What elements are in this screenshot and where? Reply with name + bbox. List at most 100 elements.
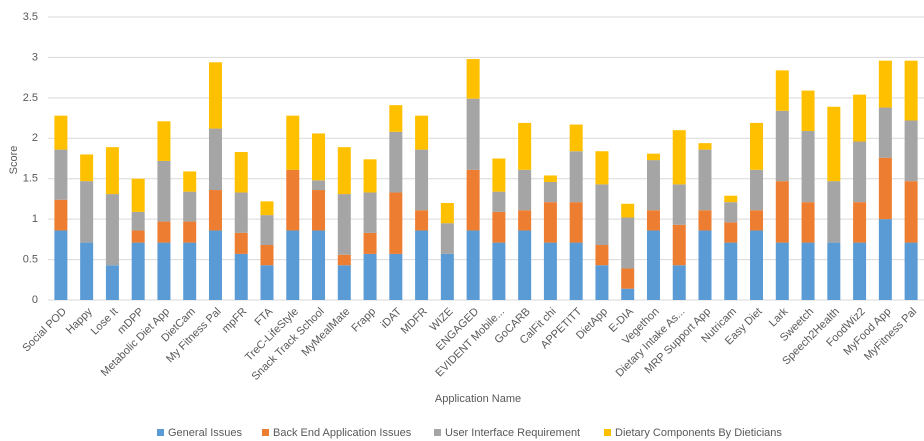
bar-segment (312, 230, 326, 300)
bar-segment (801, 131, 815, 203)
bar-segment (646, 210, 660, 231)
bar-segment (466, 169, 480, 231)
bar-segment (672, 265, 686, 300)
bar-segment (337, 147, 351, 195)
bar-segment (54, 115, 68, 150)
bar-segment (621, 268, 635, 289)
bar-segment (286, 115, 300, 170)
bar-segment (415, 210, 429, 231)
y-tick-label: 2 (32, 132, 38, 144)
bar-segment (492, 242, 506, 300)
bar-segment (337, 194, 351, 255)
bar-segment (801, 90, 815, 132)
bar-segment (646, 153, 660, 161)
bar-segment (105, 194, 119, 266)
bar-segment (157, 221, 171, 243)
bar-segment (672, 224, 686, 266)
bar-segment (750, 230, 764, 300)
bar-segment (775, 110, 789, 182)
bar-segment (260, 215, 274, 246)
bar-segment (466, 98, 480, 170)
bar-segment (543, 181, 557, 203)
bar-segment (518, 230, 532, 300)
bar-segment (827, 242, 841, 300)
bar-segment (105, 147, 119, 195)
bar-segment (724, 242, 738, 300)
y-tick-label: 1 (32, 213, 38, 225)
bar-segment (54, 230, 68, 300)
bar-segment (312, 133, 326, 181)
bar-segment (569, 124, 583, 152)
bar-segment (878, 157, 892, 220)
bar-segment (878, 107, 892, 158)
bar-segment (724, 222, 738, 243)
bar-segment (440, 253, 454, 300)
bar-segment (157, 242, 171, 300)
x-axis-label: Application Name (435, 393, 521, 405)
bar-segment (621, 217, 635, 269)
bar-segment (105, 265, 119, 300)
legend-swatch (262, 429, 269, 436)
bar-segment (698, 230, 712, 300)
y-tick-label: 3.5 (23, 11, 38, 23)
bar-segment (595, 184, 609, 246)
bar-segment (853, 141, 867, 203)
bar-segment (543, 202, 557, 243)
bar-segment (775, 70, 789, 111)
bar-segment (775, 242, 789, 300)
bar-segment (724, 195, 738, 203)
bar-segment (518, 169, 532, 211)
bar-segment (260, 265, 274, 300)
bar-segment (518, 122, 532, 170)
bar-segment (415, 115, 429, 150)
bar-segment (775, 181, 789, 243)
bar-segment (208, 230, 222, 300)
bar-segment (904, 120, 918, 182)
x-tick-label: MDFR (399, 306, 430, 337)
bar-segment (415, 149, 429, 211)
bar-segment (878, 219, 892, 300)
bar-segment (750, 169, 764, 211)
bar-segment (183, 242, 197, 300)
bar-segment (827, 106, 841, 182)
bar-segment (698, 210, 712, 231)
bar-segment (569, 151, 583, 203)
bar-segment (466, 59, 480, 99)
bar-segment (363, 253, 377, 300)
bar-segment (672, 184, 686, 225)
bar-segment (234, 152, 248, 193)
bar-segment (543, 242, 557, 300)
bar-segment (80, 242, 94, 300)
y-tick-label: 3 (32, 51, 38, 63)
bar-segment (183, 191, 197, 222)
bar-segment (569, 202, 583, 243)
bar-segment (801, 242, 815, 300)
bar-segment (466, 230, 480, 300)
bar-segment (157, 160, 171, 222)
y-tick-label: 0.5 (23, 253, 38, 265)
bar-segment (750, 122, 764, 170)
bar-segment (363, 232, 377, 254)
bar-segment (827, 181, 841, 243)
bar-segment (389, 131, 403, 193)
bar-segment (337, 265, 351, 300)
bar-segment (131, 178, 145, 212)
bar-segment (260, 201, 274, 216)
bar-segment (234, 192, 248, 233)
bar-segment (440, 202, 454, 224)
bar-segment (157, 121, 171, 161)
bar-segment (183, 221, 197, 243)
bar-segment (698, 143, 712, 150)
bar-segment (492, 191, 506, 212)
y-tick-label: 2.5 (23, 92, 38, 104)
bar-segment (80, 181, 94, 243)
bar-segment (183, 171, 197, 192)
bar-segment (853, 202, 867, 243)
bar-segment (234, 232, 248, 254)
legend-swatch (157, 429, 164, 436)
legend-label: User Interface Requirement (445, 427, 580, 439)
y-axis-label: Score (8, 146, 20, 175)
bar-segment (389, 253, 403, 300)
bar-segment (54, 149, 68, 200)
